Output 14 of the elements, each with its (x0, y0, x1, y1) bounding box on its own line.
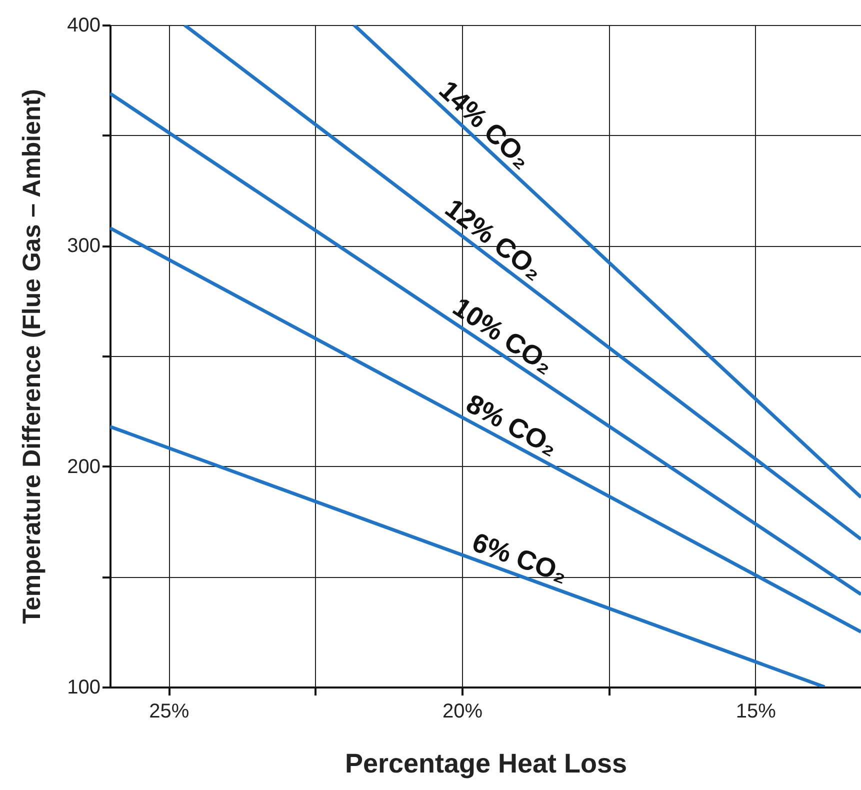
x-tick-label: 20% (442, 700, 483, 722)
annotation: 8% CO₂ (461, 388, 563, 462)
y-tick-label: 200 (67, 456, 100, 478)
annotation: 6% CO₂ (468, 527, 572, 590)
x-tick-label: 25% (149, 700, 190, 722)
annotation: 14% CO₂ (433, 74, 538, 175)
annotation: 10% CO₂ (448, 292, 560, 380)
y-axis-title: Temperature Difference (Flue Gas – Ambient) (18, 89, 46, 624)
x-tick-label: 15% (736, 700, 776, 722)
y-tick-label: 300 (67, 235, 100, 258)
x-axis-title: Percentage Heat Loss (344, 748, 628, 778)
y-tick-label: 100 (67, 676, 100, 698)
y-tick-label: 400 (67, 14, 100, 36)
annotation: 12% CO₂ (440, 192, 549, 286)
